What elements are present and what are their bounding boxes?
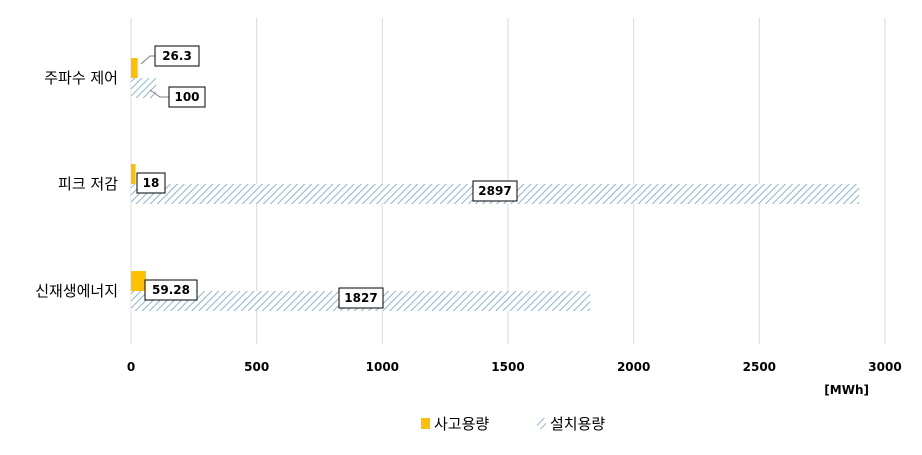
legend: 사고용량 설치용량 (421, 415, 605, 433)
bar-accident-capacity (131, 164, 136, 184)
x-unit-label: [MWh] (824, 383, 869, 397)
bar-installed-capacity (131, 78, 157, 98)
data-label-box (472, 180, 518, 202)
x-tick-label: 2000 (617, 360, 650, 374)
data-label-box (168, 86, 206, 108)
data-label-text: 1827 (344, 291, 377, 305)
leader-line (149, 89, 170, 98)
data-label: 2897 (472, 180, 518, 202)
data-label: 100 (168, 86, 206, 108)
data-label-text: 26.3 (162, 49, 192, 63)
legend-swatch-installed (537, 418, 546, 429)
data-label-text: 59.28 (152, 283, 190, 297)
x-tick-label: 2500 (743, 360, 776, 374)
data-label: 59.28 (144, 279, 198, 301)
data-label-text: 100 (174, 90, 199, 104)
x-tick-label: 3000 (868, 360, 901, 374)
x-tick-label: 1000 (366, 360, 399, 374)
legend-label: 설치용량 (550, 415, 605, 433)
legend-swatch-accident (421, 418, 430, 429)
legend-label: 사고용량 (434, 415, 489, 433)
x-tick-labels: 0 500 1000 1500 2000 2500 3000 (127, 360, 902, 374)
x-tick-label: 0 (127, 360, 135, 374)
x-tick-label: 500 (244, 360, 269, 374)
data-label-box (338, 287, 384, 309)
data-label-text: 18 (143, 176, 160, 190)
data-label: 26.3 (154, 45, 200, 67)
x-tick-label: 1500 (491, 360, 524, 374)
data-label-text: 2897 (478, 184, 511, 198)
data-labels: 26.3 100 18 2897 59.28 1827 (136, 45, 518, 309)
category-label: 신재생에너지 (35, 282, 118, 300)
bar-accident-capacity (131, 271, 146, 291)
gridlines (130, 18, 886, 344)
data-label: 18 (136, 172, 166, 194)
data-label-box (136, 172, 166, 194)
data-label: 1827 (338, 287, 384, 309)
data-label-box (144, 279, 198, 301)
bar-accident-capacity (131, 58, 138, 78)
data-label-box (154, 45, 200, 67)
category-label: 주파수 제어 (44, 69, 118, 87)
category-label: 피크 저감 (58, 175, 118, 193)
